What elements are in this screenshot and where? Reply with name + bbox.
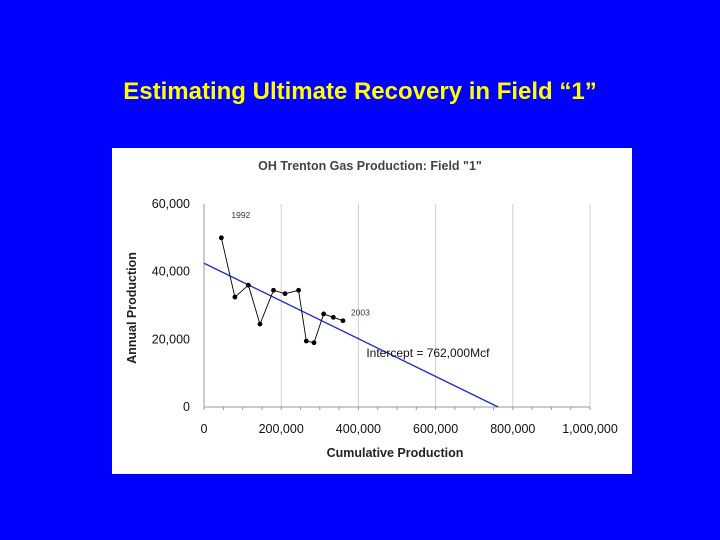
data-point	[311, 340, 317, 346]
x-tick-label: 200,000	[259, 422, 304, 436]
grid	[280, 204, 591, 407]
data-point	[296, 287, 301, 293]
data-point	[257, 321, 263, 327]
data-point	[340, 318, 346, 324]
chart-panel: OH Trenton Gas Production: Field "1" 0 20…	[112, 148, 632, 474]
x-tick-label: 400,000	[336, 422, 381, 436]
axes	[203, 204, 591, 410]
data-point	[232, 294, 238, 300]
tick-labels: 0 20,000 40,000 60,000 0 200,000 400,000 600,00…	[152, 197, 618, 436]
trend-line	[203, 262, 499, 408]
data-point	[303, 338, 309, 344]
production-chart: OH Trenton Gas Production: Field "1" 0 20…	[125, 159, 618, 460]
x-tick-label: 1,000,000	[562, 422, 618, 436]
data-point	[321, 311, 327, 317]
y-axis-title: Annual Production	[125, 252, 139, 364]
intercept-annotation: Intercept = 762,000Mcf	[366, 346, 490, 360]
y-tick-label: 0	[183, 400, 190, 414]
chart-title: OH Trenton Gas Production: Field "1"	[258, 159, 482, 173]
x-axis-title: Cumulative Production	[327, 446, 464, 460]
data-point	[282, 291, 288, 297]
y-tick-label: 20,000	[152, 332, 190, 346]
x-tick-label: 800,000	[490, 422, 535, 436]
data-point	[245, 282, 251, 288]
x-tick-label: 600,000	[413, 422, 458, 436]
data-point	[271, 287, 276, 293]
point-label: 2003	[351, 308, 370, 318]
series-line	[220, 237, 344, 344]
y-tick-label: 60,000	[152, 197, 190, 211]
series-layer	[218, 235, 346, 346]
x-tick-label: 0	[201, 422, 208, 436]
trend-layer	[203, 262, 499, 408]
y-tick-label: 40,000	[152, 265, 190, 279]
data-point	[218, 235, 224, 241]
point-label: 1992	[231, 210, 250, 220]
slide-title: Estimating Ultimate Recovery in Field “1…	[123, 78, 597, 105]
annotations: 1992 2003 Intercept = 762,000Mcf	[231, 210, 490, 360]
data-point	[330, 314, 336, 320]
